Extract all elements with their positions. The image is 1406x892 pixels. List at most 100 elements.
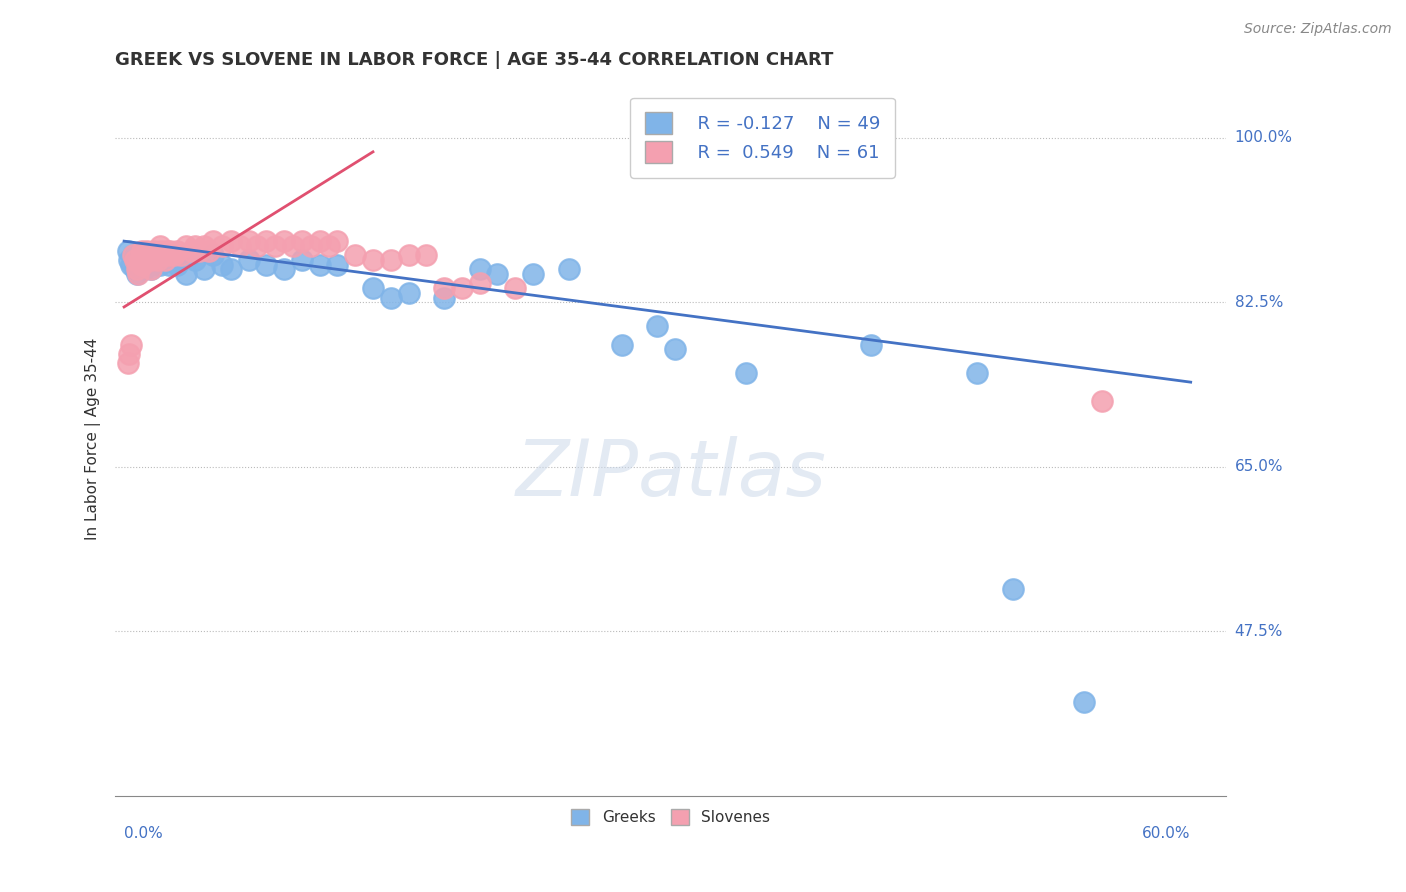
Point [118,347,141,361]
Point [318,239,340,253]
Point [361,281,384,295]
Text: 47.5%: 47.5% [1234,624,1282,639]
Text: 60.0%: 60.0% [1142,826,1191,841]
Point [273,234,295,248]
Point [134,252,156,267]
Point [361,252,384,267]
Point [238,252,260,267]
Point [129,248,152,262]
Legend: Greeks, Slovenes: Greeks, Slovenes [565,803,776,831]
Text: 65.0%: 65.0% [1234,459,1284,475]
Point [127,252,149,267]
Text: ZIPatlas: ZIPatlas [515,436,827,512]
Point [273,262,295,277]
Point [238,234,260,248]
Point [610,337,633,351]
Point [468,262,491,277]
Point [118,252,141,267]
Point [647,318,669,333]
Text: GREEK VS SLOVENE IN LABOR FORCE | AGE 35-44 CORRELATION CHART: GREEK VS SLOVENE IN LABOR FORCE | AGE 35… [115,51,834,69]
Point [138,248,160,262]
Point [145,248,167,262]
Point [131,258,153,272]
Point [859,337,882,351]
Point [219,234,242,248]
Point [254,258,277,272]
Point [125,262,148,277]
Point [163,248,186,262]
Text: 100.0%: 100.0% [1234,130,1292,145]
Point [966,366,988,380]
Point [132,248,155,262]
Point [1091,394,1114,409]
Point [486,267,509,281]
Point [211,258,233,272]
Point [139,262,162,277]
Point [433,281,456,295]
Point [139,252,162,267]
Point [380,252,402,267]
Point [159,244,181,258]
Point [124,262,146,277]
Point [141,252,163,267]
Text: Source: ZipAtlas.com: Source: ZipAtlas.com [1244,22,1392,37]
Point [166,258,188,272]
Point [380,291,402,305]
Point [211,239,233,253]
Point [201,248,224,262]
Point [163,252,186,267]
Point [664,343,686,357]
Point [122,248,145,262]
Point [450,281,472,295]
Point [198,244,221,258]
Point [149,239,172,253]
Point [157,248,180,262]
Point [254,234,277,248]
Point [120,337,142,351]
Text: 0.0%: 0.0% [124,826,163,841]
Point [139,262,162,277]
Point [150,244,173,258]
Point [184,239,207,253]
Point [398,285,420,300]
Point [156,244,179,258]
Point [176,239,198,253]
Point [117,356,139,370]
Point [308,258,330,272]
Point [1073,695,1095,709]
Point [415,248,437,262]
Point [166,244,188,258]
Point [143,244,166,258]
Point [557,262,579,277]
Point [180,244,202,258]
Point [326,258,349,272]
Point [129,252,152,267]
Point [503,281,526,295]
Point [145,248,167,262]
Point [433,291,456,305]
Point [131,258,153,272]
Point [152,252,174,267]
Point [124,252,146,267]
Point [136,252,159,267]
Point [153,252,176,267]
Point [117,244,139,258]
Point [170,248,193,262]
Point [735,366,758,380]
Point [146,252,169,267]
Point [201,234,224,248]
Point [344,248,367,262]
Point [219,262,242,277]
Point [125,267,148,281]
Point [308,234,330,248]
Y-axis label: In Labor Force | Age 35-44: In Labor Force | Age 35-44 [86,337,101,540]
Point [246,239,269,253]
Point [136,244,159,258]
Point [122,248,145,262]
Point [132,262,155,277]
Point [398,248,420,262]
Point [157,258,180,272]
Point [193,239,215,253]
Point [131,244,153,258]
Point [299,239,322,253]
